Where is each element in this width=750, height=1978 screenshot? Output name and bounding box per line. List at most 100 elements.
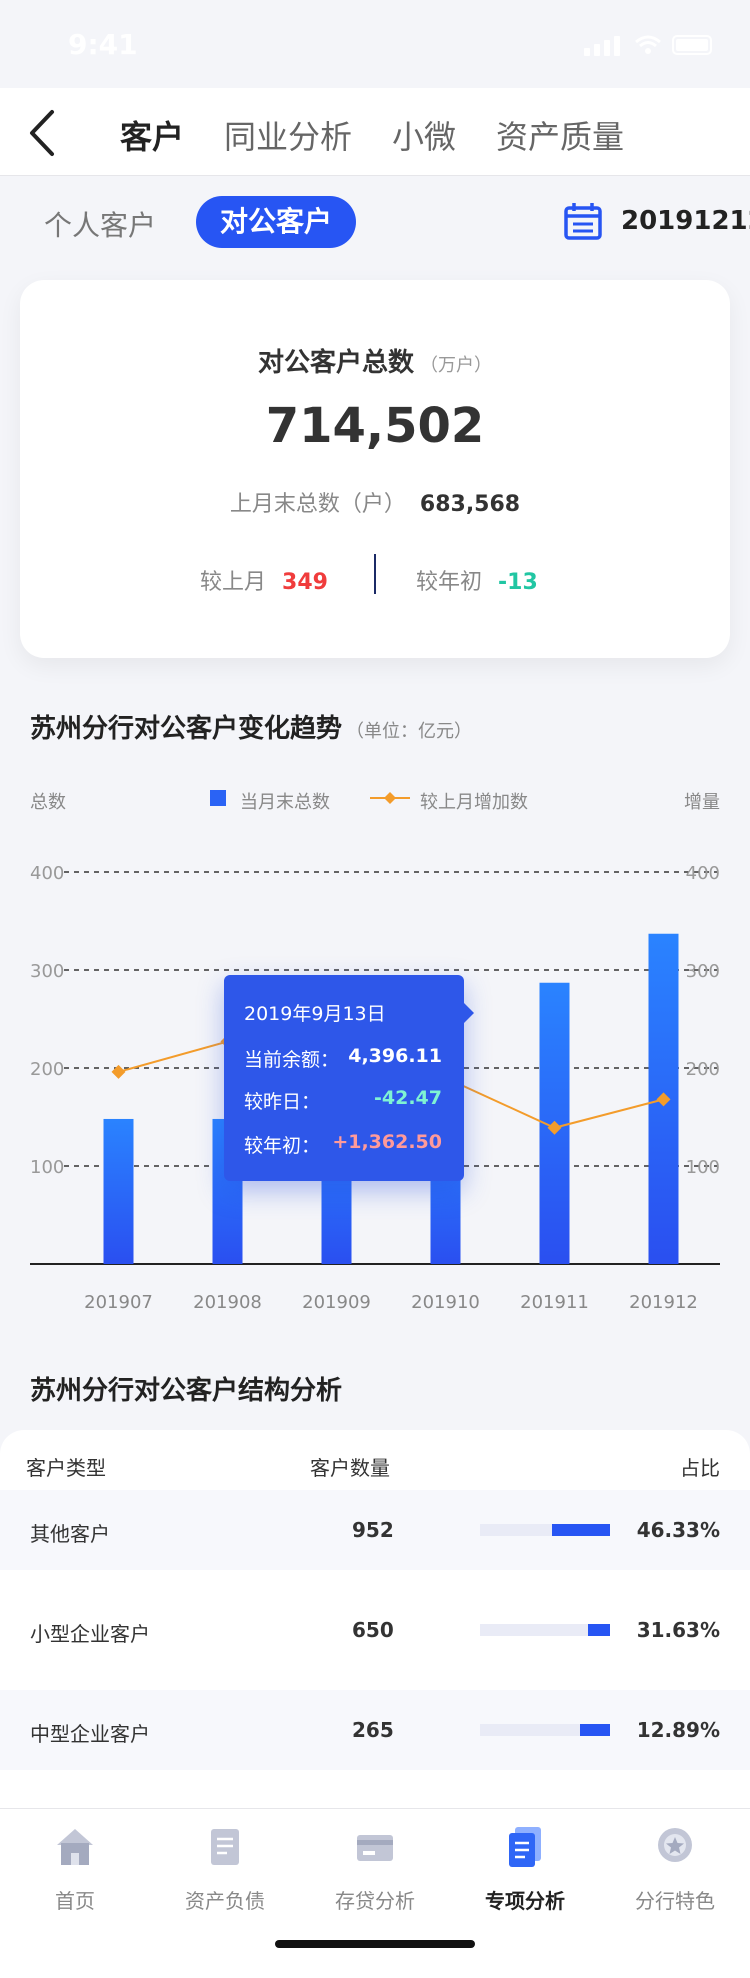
- status-bar: 9:41: [0, 0, 750, 88]
- x-tick-label: 201911: [520, 1292, 589, 1313]
- tooltip-dod-label: 较昨日：: [244, 1091, 321, 1113]
- header-ratio: 占比: [680, 1456, 720, 1480]
- trend-title: 苏州分行对公客户变化趋势 （单位：亿元）: [30, 708, 472, 745]
- last-month-value: 683,568: [419, 492, 521, 517]
- row-count: 952: [352, 1518, 394, 1542]
- selected-date[interactable]: 20191212: [621, 206, 750, 236]
- tab-deposit-loan-label: 存贷分析: [335, 1889, 415, 1913]
- header-type: 客户类型: [26, 1456, 106, 1480]
- row-name: 其他客户: [30, 1522, 110, 1546]
- tab-assets-label: 资产负债: [185, 1889, 265, 1913]
- tooltip-balance-label: 当前余额：: [244, 1049, 340, 1071]
- x-tick-label: 201907: [84, 1292, 153, 1313]
- y2-tick-label: 200: [686, 1059, 720, 1080]
- table-row[interactable]: 其他客户 952 46.33%: [0, 1490, 750, 1570]
- legend-line-swatch: [370, 792, 410, 804]
- summary-title-text: 对公客户总数: [257, 348, 414, 378]
- mom-compare: 较上月 349: [200, 564, 328, 596]
- bar: [103, 1118, 134, 1264]
- tooltip-ytd: 较年初： +1,362.50: [244, 1131, 454, 1158]
- tooltip-ytd-value: +1,362.50: [332, 1131, 442, 1153]
- right-axis-label: 增量: [684, 792, 720, 813]
- nav-tab-peer-analysis[interactable]: 同业分析: [224, 118, 353, 156]
- tooltip-ytd-label: 较年初：: [244, 1135, 321, 1157]
- top-nav: 客户 同业分析 小微 资产质量: [0, 88, 750, 176]
- y2-tick-label: 400: [686, 863, 720, 884]
- y2-tick-label: 300: [686, 961, 720, 982]
- row-pct: 12.89%: [636, 1718, 720, 1742]
- ratio-bar-fill: [551, 1524, 610, 1536]
- row-pct: 46.33%: [636, 1518, 720, 1542]
- line-point: [656, 1092, 671, 1107]
- nav-tab-asset-quality[interactable]: 资产质量: [496, 118, 625, 156]
- y-tick-label: 300: [30, 961, 64, 982]
- structure-table: 客户类型 客户数量 占比 其他客户 952 46.33% 小型企业客户 650 …: [0, 1430, 750, 1810]
- line-point: [111, 1064, 126, 1079]
- ratio-bar-fill: [587, 1624, 610, 1636]
- summary-total: 714,502: [265, 398, 485, 454]
- mom-label: 较上月: [200, 570, 267, 595]
- bottom-tab-bar: 首页 资产负债 存贷分析 专项分析: [0, 1808, 750, 1978]
- segment-personal[interactable]: 个人客户: [44, 209, 157, 242]
- tab-branch-feature-label: 分行特色: [635, 1889, 715, 1913]
- table-row[interactable]: 小型企业客户 650 31.63%: [0, 1590, 750, 1670]
- x-tick-label: 201909: [302, 1292, 371, 1313]
- legend-bar-label: 当月末总数: [240, 792, 330, 813]
- wifi-icon: [635, 35, 661, 54]
- x-tick-label: 201908: [193, 1292, 262, 1313]
- x-tick-label: 201910: [411, 1292, 480, 1313]
- ratio-bar-fill: [580, 1724, 610, 1736]
- tab-home[interactable]: 首页: [0, 1809, 150, 1919]
- tooltip-date: 2019年9月13日: [244, 1003, 386, 1025]
- tab-home-label: 首页: [55, 1889, 95, 1913]
- document-icon: [211, 1829, 239, 1865]
- row-count: 265: [352, 1718, 394, 1742]
- chart-tooltip: 2019年9月13日 当前余额： 4,396.11 较昨日： -42.47 较年…: [224, 975, 474, 1181]
- mom-value: 349: [282, 570, 328, 595]
- card-icon: [357, 1835, 393, 1861]
- summary-title: 对公客户总数 （万户）: [20, 342, 730, 379]
- summary-unit: （万户）: [420, 355, 492, 376]
- ytd-value: -13: [498, 570, 538, 595]
- home-icon: [57, 1829, 93, 1865]
- row-pct: 31.63%: [636, 1618, 720, 1642]
- tooltip-balance-value: 4,396.11: [348, 1045, 442, 1067]
- left-axis-label: 总数: [30, 792, 66, 813]
- tab-special-analysis-label: 专项分析: [485, 1889, 565, 1913]
- ratio-bar: [480, 1724, 610, 1736]
- last-month-label: 上月末总数（户）: [229, 492, 406, 517]
- row-name: 小型企业客户: [30, 1622, 150, 1646]
- nav-tab-micro[interactable]: 小微: [392, 118, 457, 156]
- nav-tab-customer[interactable]: 客户: [120, 118, 185, 156]
- tooltip-dod: 较昨日： -42.47: [244, 1087, 454, 1114]
- battery-icon: [672, 35, 712, 55]
- status-icons: [584, 34, 714, 56]
- ytd-compare: 较年初 -13: [416, 564, 538, 596]
- badge-icon: [658, 1828, 692, 1862]
- status-time: 9:41: [68, 28, 138, 61]
- trend-unit: （单位：亿元）: [346, 721, 473, 742]
- y-tick-label: 100: [30, 1157, 64, 1178]
- tab-deposit-loan[interactable]: 存贷分析: [300, 1809, 450, 1919]
- table-row[interactable]: 中型企业客户 265 12.89%: [0, 1690, 750, 1770]
- row-name: 中型企业客户: [30, 1722, 150, 1746]
- tooltip-balance: 当前余额： 4,396.11: [244, 1045, 454, 1072]
- y-tick-label: 200: [30, 1059, 64, 1080]
- calendar-icon[interactable]: [563, 202, 603, 240]
- y2-tick-label: 100: [686, 1157, 720, 1178]
- trend-title-text: 苏州分行对公客户变化趋势: [30, 714, 343, 744]
- back-arrow-icon[interactable]: [24, 108, 64, 158]
- x-tick-label: 201912: [629, 1292, 698, 1313]
- ytd-label: 较年初: [416, 570, 483, 595]
- tab-branch-feature[interactable]: 分行特色: [600, 1809, 750, 1919]
- report-icon: [509, 1827, 541, 1867]
- tooltip-dod-value: -42.47: [374, 1087, 442, 1109]
- summary-card: 对公客户总数 （万户） 714,502 上月末总数（户） 683,568 较上月 34…: [20, 280, 730, 658]
- legend-line-label: 较上月增加数: [420, 792, 528, 813]
- segment-corporate[interactable]: 对公客户: [196, 196, 356, 248]
- y-tick-label: 400: [30, 863, 64, 884]
- tab-assets[interactable]: 资产负债: [150, 1809, 300, 1919]
- header-count: 客户数量: [310, 1456, 390, 1480]
- last-month-total: 上月末总数（户） 683,568: [20, 486, 730, 518]
- tab-special-analysis[interactable]: 专项分析: [450, 1809, 600, 1919]
